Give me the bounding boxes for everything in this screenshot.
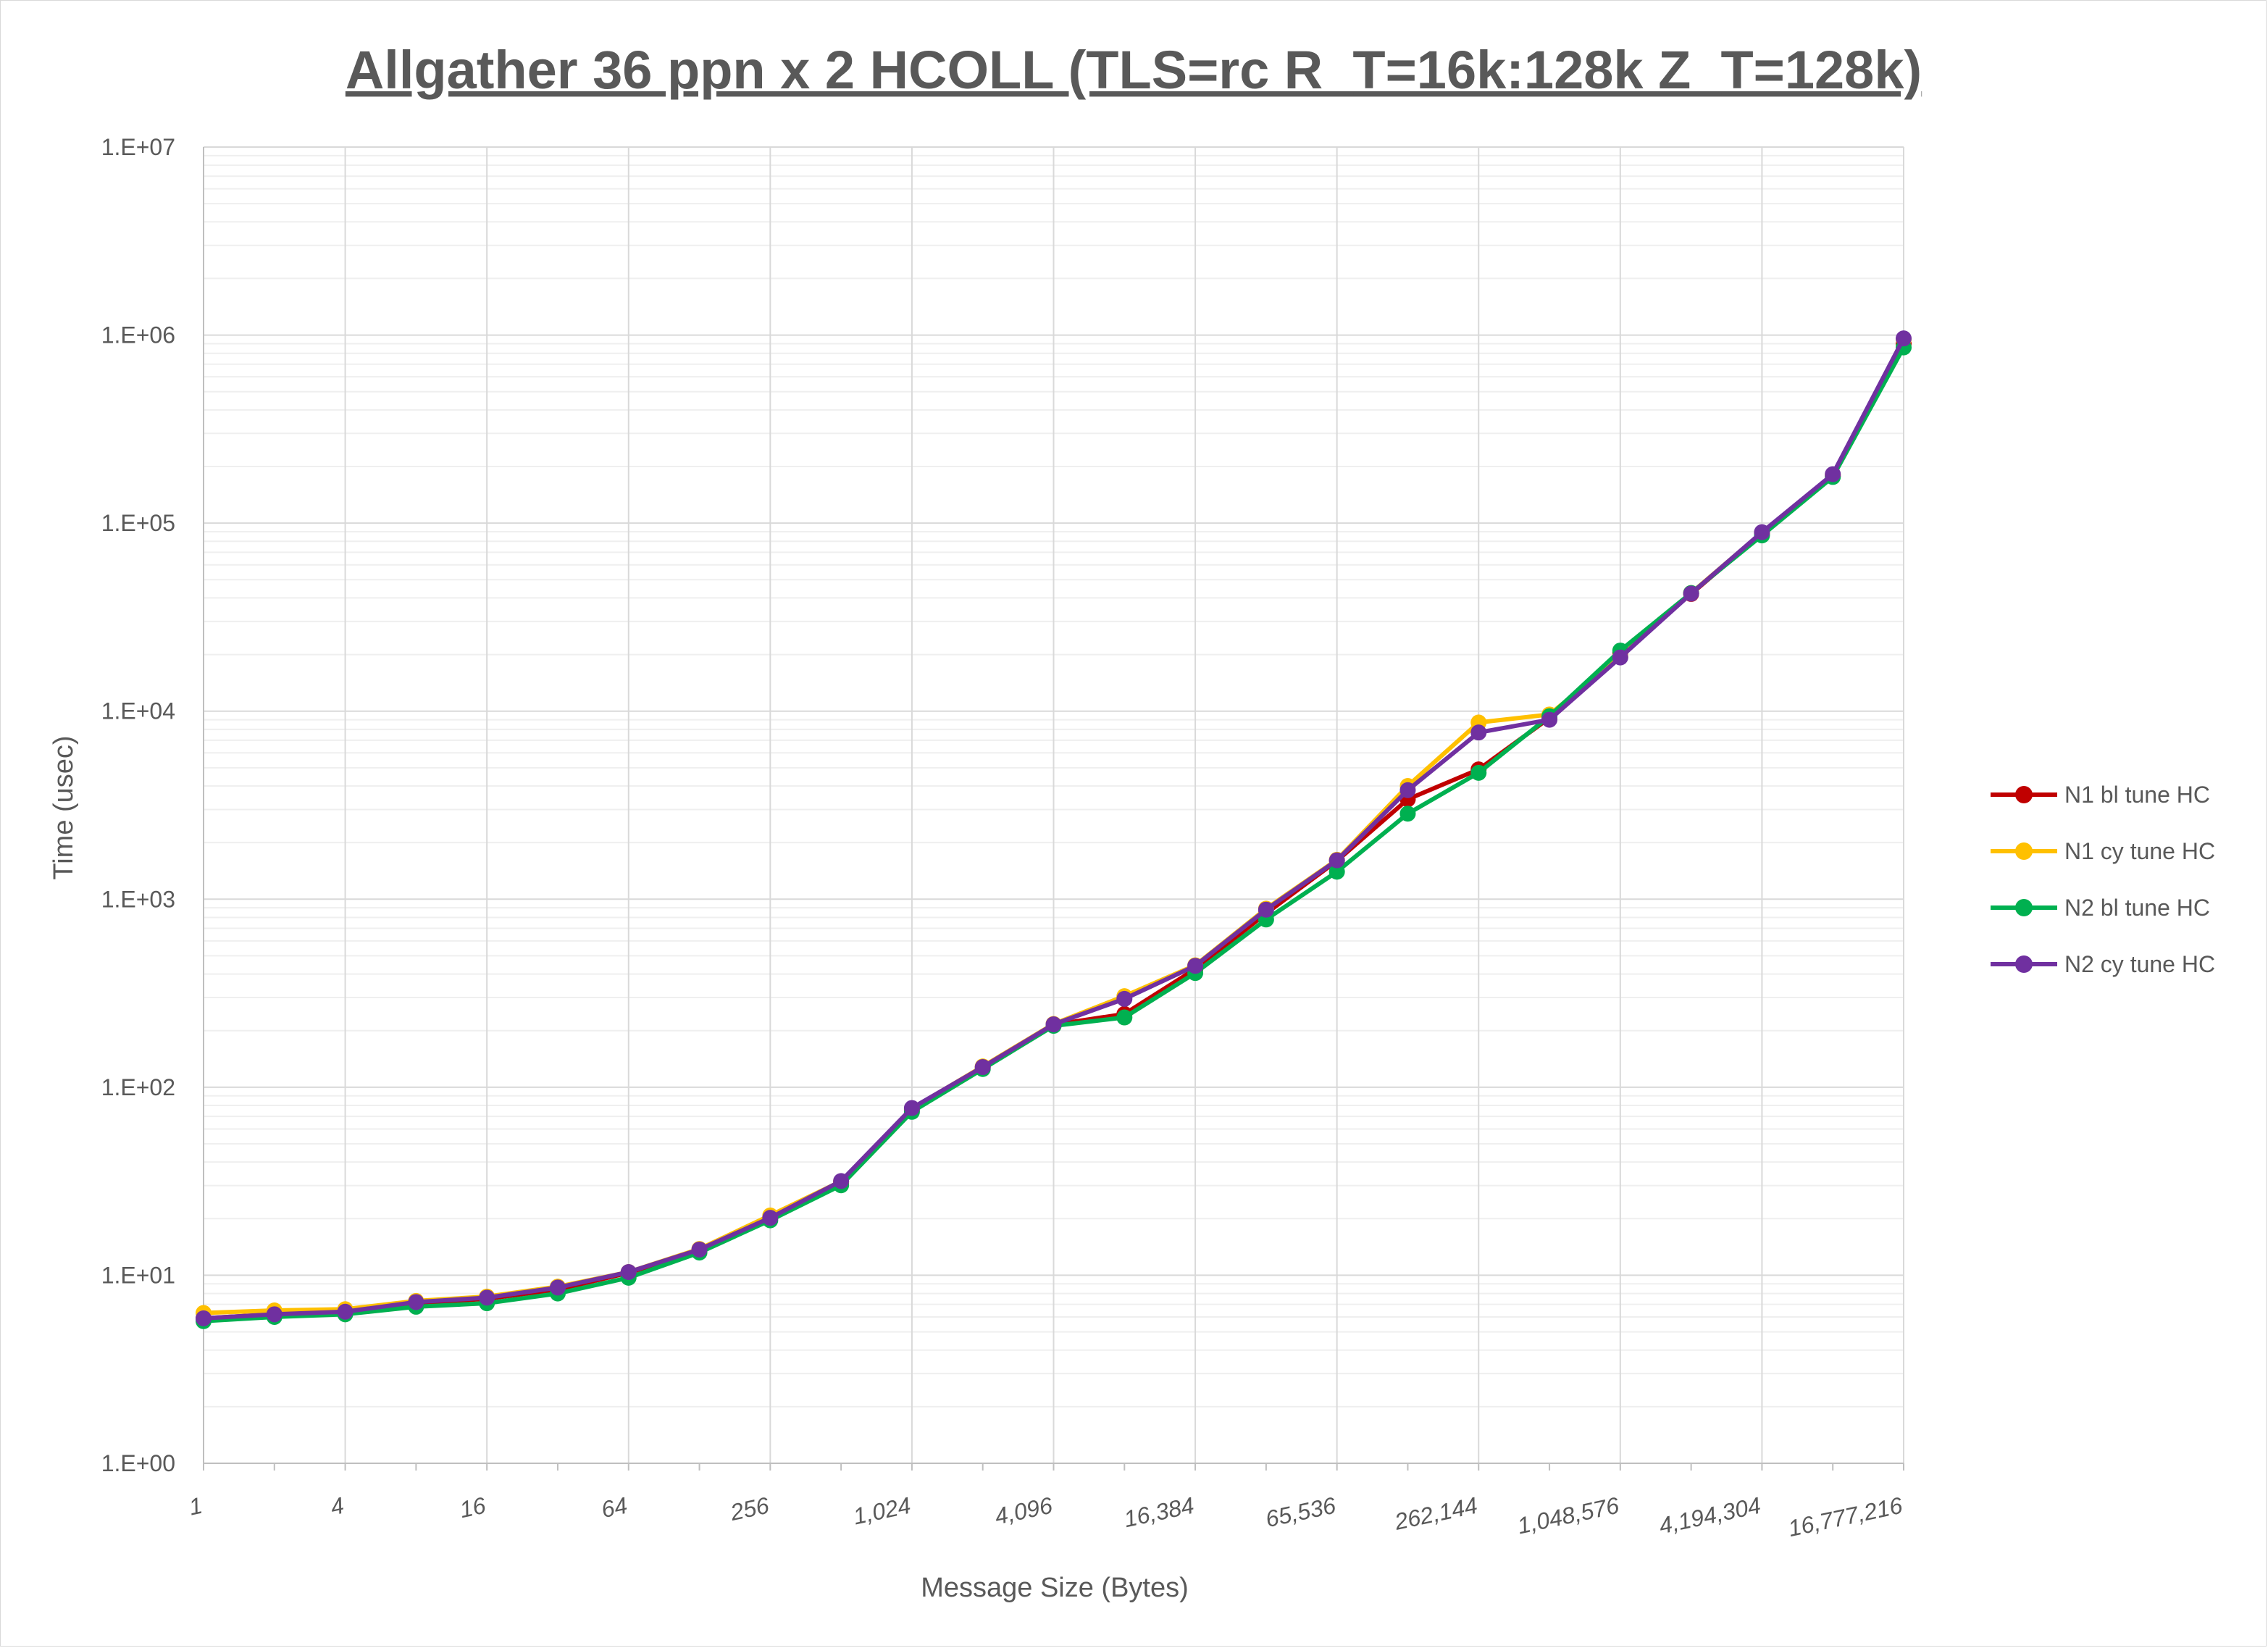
- y-tick-label: 1.E+00: [101, 1450, 175, 1476]
- x-tick-label: 4,096: [992, 1492, 1055, 1530]
- data-point: [479, 1289, 495, 1306]
- legend-label: N2 bl tune HC: [2064, 895, 2210, 921]
- data-point: [691, 1241, 708, 1258]
- legend-item: N1 bl tune HC: [1991, 782, 2210, 808]
- data-point: [1399, 806, 1416, 822]
- x-tick-label: 1,048,576: [1515, 1492, 1622, 1539]
- y-tick-label: 1.E+04: [101, 698, 175, 724]
- x-tick-label: 16,777,216: [1786, 1492, 1904, 1542]
- y-axis-title: Time (usec): [49, 735, 79, 879]
- y-tick-label: 1.E+02: [101, 1074, 175, 1100]
- data-point: [196, 1310, 212, 1326]
- data-point: [1470, 724, 1487, 741]
- y-tick-label: 1.E+05: [101, 510, 175, 536]
- legend-label: N1 cy tune HC: [2064, 838, 2215, 864]
- legend: N1 bl tune HC N1 cy tune HC N2 bl tune HC N…: [1991, 782, 2215, 977]
- data-point: [1116, 990, 1133, 1007]
- axes: [203, 147, 1904, 1471]
- legend-item: N1 cy tune HC: [1991, 838, 2215, 864]
- legend-label: N1 bl tune HC: [2064, 782, 2210, 808]
- data-point: [1399, 782, 1416, 798]
- legend-marker: [2015, 786, 2033, 803]
- data-point: [1045, 1016, 1062, 1033]
- data-point: [620, 1264, 637, 1281]
- data-point: [1258, 901, 1274, 918]
- data-point: [1328, 852, 1345, 869]
- x-tick-label: 1: [187, 1492, 205, 1521]
- y-tick-label: 1.E+07: [101, 134, 175, 160]
- x-tick-label: 65,536: [1263, 1492, 1338, 1533]
- x-axis-title: Message Size (Bytes): [921, 1573, 1189, 1603]
- data-point: [903, 1100, 920, 1116]
- legend-marker: [2015, 899, 2033, 916]
- data-point: [408, 1294, 424, 1310]
- data-point: [1896, 330, 1912, 347]
- data-point: [337, 1303, 353, 1320]
- data-point: [974, 1059, 991, 1076]
- legend-marker: [2015, 955, 2033, 973]
- data-point: [1328, 863, 1345, 880]
- y-tick-label: 1.E+03: [101, 886, 175, 912]
- data-point: [1825, 466, 1841, 482]
- series-layer: [196, 330, 1912, 1329]
- y-tick-label: 1.E+01: [101, 1262, 175, 1288]
- data-point: [1187, 958, 1204, 974]
- x-tick-label: 256: [727, 1492, 771, 1526]
- y-tick-label: 1.E+06: [101, 322, 175, 348]
- data-point: [549, 1279, 566, 1296]
- x-tick-labels: 1 4 16 64 256 1,024 4,096 16,384 65,536 262,144 1,…: [187, 1492, 1905, 1542]
- x-tick-label: 262,144: [1392, 1492, 1480, 1535]
- series-4: [196, 330, 1912, 1326]
- legend-label: N2 cy tune HC: [2064, 951, 2215, 977]
- data-point: [833, 1173, 850, 1189]
- data-point: [1612, 649, 1628, 666]
- x-tick-label: 64: [599, 1492, 629, 1523]
- x-tick-label: 16,384: [1121, 1492, 1196, 1533]
- legend-item: N2 cy tune HC: [1991, 951, 2215, 977]
- data-point: [1116, 1009, 1133, 1026]
- x-tick-label: 16: [457, 1492, 488, 1523]
- x-tick-label: 4: [328, 1492, 346, 1521]
- data-point: [1470, 764, 1487, 781]
- data-point: [1754, 524, 1770, 540]
- chart-title: Allgather 36 ppn x 2 HCOLL (TLS=rc R_T=1…: [346, 40, 1922, 100]
- y-tick-labels: 1.E+00 1.E+01 1.E+02 1.E+03 1.E+04 1.E+05 1.E+…: [101, 134, 175, 1476]
- data-point: [266, 1306, 283, 1323]
- data-point: [1541, 711, 1558, 728]
- x-tick-label: 4,194,304: [1657, 1492, 1763, 1539]
- data-point: [1683, 585, 1699, 602]
- legend-marker: [2015, 842, 2033, 860]
- data-point: [762, 1210, 779, 1226]
- legend-item: N2 bl tune HC: [1991, 895, 2210, 921]
- x-tick-label: 1,024: [851, 1492, 913, 1530]
- major-gridlines: [204, 146, 1904, 1463]
